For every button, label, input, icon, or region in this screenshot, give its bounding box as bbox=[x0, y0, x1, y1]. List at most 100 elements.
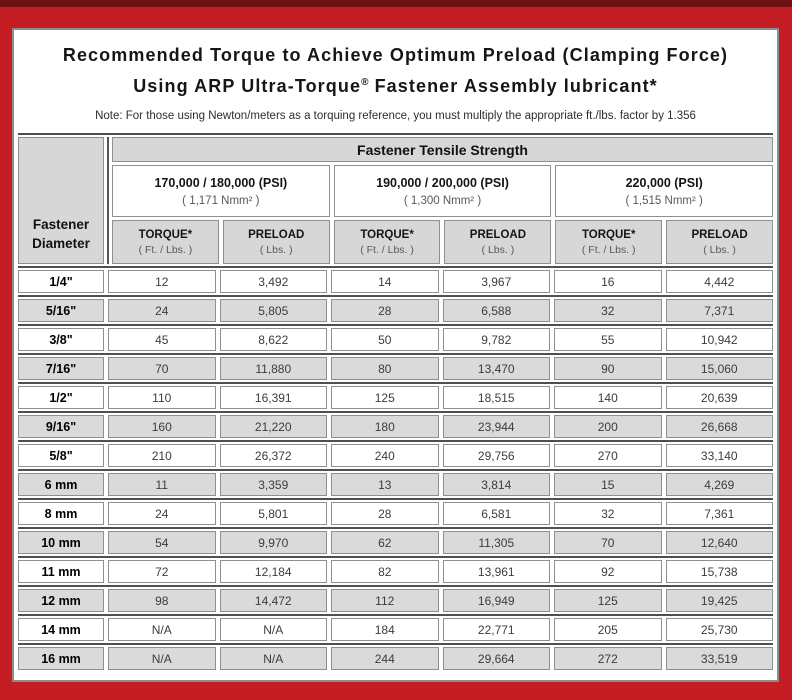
preload-cell-2: 29,664 bbox=[442, 647, 550, 670]
column-header-unit: ( Lbs. ) bbox=[703, 243, 736, 256]
nmm-label-2: ( 1,300 Nmm² ) bbox=[403, 194, 482, 207]
psi-group-header-2: 190,000 / 200,000 (PSI) ( 1,300 Nmm² ) bbox=[333, 165, 552, 217]
preload-cell-2: 18,515 bbox=[442, 386, 550, 409]
diameter-cell: 6 mm bbox=[18, 473, 104, 496]
nmm-label-3: ( 1,515 Nmm² ) bbox=[625, 194, 703, 207]
diameter-cell: 12 mm bbox=[18, 589, 104, 612]
torque-cell-2: 82 bbox=[331, 560, 439, 583]
torque-cell-3: 272 bbox=[554, 647, 662, 670]
preload-cell-3: 10,942 bbox=[665, 328, 773, 351]
table-row: 5/16" 24 5,805 28 6,588 32 7,371 bbox=[18, 295, 773, 324]
column-header-unit: ( Ft. / Lbs. ) bbox=[581, 243, 636, 256]
preload-cell-1: 8,622 bbox=[219, 328, 327, 351]
torque-cell-2: 240 bbox=[331, 444, 439, 467]
preload-cell-3: 12,640 bbox=[665, 531, 773, 554]
preload-cell-1: 21,220 bbox=[219, 415, 327, 438]
preload-cell-2: 13,961 bbox=[442, 560, 550, 583]
column-header-label: TORQUE* bbox=[581, 228, 636, 241]
column-header-label: PRELOAD bbox=[469, 228, 527, 241]
diameter-cell: 1/4" bbox=[18, 270, 104, 293]
column-header-label: PRELOAD bbox=[248, 228, 305, 241]
table-row: 1/4" 12 3,492 14 3,967 16 4,442 bbox=[18, 266, 773, 295]
column-header-torque-2: TORQUE* ( Ft. / Lbs. ) bbox=[333, 220, 441, 264]
torque-cell-3: 15 bbox=[554, 473, 662, 496]
table-body: 1/4" 12 3,492 14 3,967 16 4,442 5/16" 24… bbox=[18, 266, 773, 672]
column-header-row: TORQUE* ( Ft. / Lbs. ) PRELOAD ( Lbs. ) … bbox=[112, 220, 773, 264]
fastener-diameter-header-line2: Diameter bbox=[32, 236, 90, 252]
psi-group-header-3: 220,000 (PSI) ( 1,515 Nmm² ) bbox=[555, 165, 774, 217]
preload-cell-3: 26,668 bbox=[665, 415, 773, 438]
torque-cell-1: 24 bbox=[108, 502, 216, 525]
preload-cell-1: 11,880 bbox=[219, 357, 327, 380]
preload-cell-1: 3,492 bbox=[219, 270, 327, 293]
torque-cell-1: 98 bbox=[108, 589, 216, 612]
torque-cell-1: 70 bbox=[108, 357, 216, 380]
preload-cell-2: 16,949 bbox=[442, 589, 550, 612]
column-header-unit: ( Ft. / Lbs. ) bbox=[360, 243, 414, 256]
title-line-1: Recommended Torque to Achieve Optimum Pr… bbox=[62, 45, 729, 65]
preload-cell-1: 5,805 bbox=[219, 299, 327, 322]
table-row: 14 mm N/A N/A 184 22,771 205 25,730 bbox=[18, 614, 773, 643]
column-header-torque-3: TORQUE* ( Ft. / Lbs. ) bbox=[555, 220, 663, 264]
preload-cell-3: 4,269 bbox=[665, 473, 773, 496]
registered-trademark-symbol: ® bbox=[361, 77, 369, 88]
column-header-unit: ( Lbs. ) bbox=[259, 243, 293, 256]
table-row: 7/16" 70 11,880 80 13,470 90 15,060 bbox=[18, 353, 773, 382]
torque-cell-2: 28 bbox=[331, 299, 439, 322]
torque-cell-1: 12 bbox=[108, 270, 216, 293]
torque-cell-1: 54 bbox=[108, 531, 216, 554]
preload-cell-3: 25,730 bbox=[665, 618, 773, 641]
diameter-cell: 9/16" bbox=[18, 415, 104, 438]
torque-cell-2: 112 bbox=[331, 589, 439, 612]
diameter-cell: 5/16" bbox=[18, 299, 104, 322]
table-header-right: Fastener Tensile Strength 170,000 / 180,… bbox=[107, 137, 774, 264]
preload-cell-2: 11,305 bbox=[442, 531, 550, 554]
diameter-cell: 16 mm bbox=[18, 647, 104, 670]
preload-cell-2: 13,470 bbox=[442, 357, 550, 380]
preload-cell-1: 26,372 bbox=[219, 444, 327, 467]
torque-cell-2: 125 bbox=[331, 386, 439, 409]
tensile-strength-header: Fastener Tensile Strength bbox=[112, 137, 773, 162]
preload-cell-1: 5,801 bbox=[219, 502, 327, 525]
psi-group-row: 170,000 / 180,000 (PSI) ( 1,171 Nmm² ) 1… bbox=[112, 165, 774, 217]
diameter-cell: 14 mm bbox=[18, 618, 104, 641]
torque-table: Fastener Diameter Fastener Tensile Stren… bbox=[18, 133, 774, 672]
table-row: 6 mm 11 3,359 13 3,814 15 4,269 bbox=[18, 469, 773, 498]
column-header-preload-3: PRELOAD ( Lbs. ) bbox=[666, 220, 773, 264]
diameter-cell: 8 mm bbox=[18, 502, 104, 525]
table-row: 9/16" 160 21,220 180 23,944 200 26,668 bbox=[18, 411, 773, 440]
torque-cell-1: N/A bbox=[108, 618, 216, 641]
column-header-unit: ( Ft. / Lbs. ) bbox=[138, 243, 193, 256]
column-header-label: PRELOAD bbox=[691, 228, 748, 241]
preload-cell-3: 7,371 bbox=[665, 299, 773, 322]
torque-cell-3: 92 bbox=[554, 560, 662, 583]
torque-cell-3: 90 bbox=[554, 357, 662, 380]
preload-cell-2: 9,782 bbox=[442, 328, 550, 351]
preload-cell-1: 14,472 bbox=[219, 589, 327, 612]
torque-cell-3: 205 bbox=[554, 618, 662, 641]
table-row: 8 mm 24 5,801 28 6,581 32 7,361 bbox=[18, 498, 773, 527]
table-header: Fastener Diameter Fastener Tensile Stren… bbox=[18, 137, 774, 264]
psi-label-2: 190,000 / 200,000 (PSI) bbox=[376, 175, 509, 190]
psi-label-3: 220,000 (PSI) bbox=[625, 175, 703, 190]
torque-cell-3: 32 bbox=[554, 502, 662, 525]
torque-cell-3: 200 bbox=[554, 415, 662, 438]
fastener-diameter-header: Fastener Diameter bbox=[18, 137, 104, 264]
table-row: 11 mm 72 12,184 82 13,961 92 15,738 bbox=[18, 556, 773, 585]
diameter-cell: 10 mm bbox=[18, 531, 104, 554]
table-row: 5/8" 210 26,372 240 29,756 270 33,140 bbox=[18, 440, 773, 469]
table-row: 12 mm 98 14,472 112 16,949 125 19,425 bbox=[18, 585, 773, 614]
preload-cell-1: N/A bbox=[219, 647, 327, 670]
diameter-cell: 5/8" bbox=[18, 444, 104, 467]
table-row: 1/2" 110 16,391 125 18,515 140 20,639 bbox=[18, 382, 773, 411]
column-header-label: TORQUE* bbox=[138, 228, 193, 241]
torque-cell-1: 45 bbox=[108, 328, 216, 351]
title-line-2: Using ARP Ultra-Torque® Fastener Assembl… bbox=[17, 69, 774, 100]
column-header-unit: ( Lbs. ) bbox=[481, 243, 515, 256]
torque-cell-2: 80 bbox=[331, 357, 439, 380]
nmm-label-1: ( 1,171 Nmm² ) bbox=[182, 194, 260, 207]
table-row: 3/8" 45 8,622 50 9,782 55 10,942 bbox=[18, 324, 773, 353]
torque-cell-1: 24 bbox=[108, 299, 216, 322]
torque-cell-1: 72 bbox=[108, 560, 216, 583]
